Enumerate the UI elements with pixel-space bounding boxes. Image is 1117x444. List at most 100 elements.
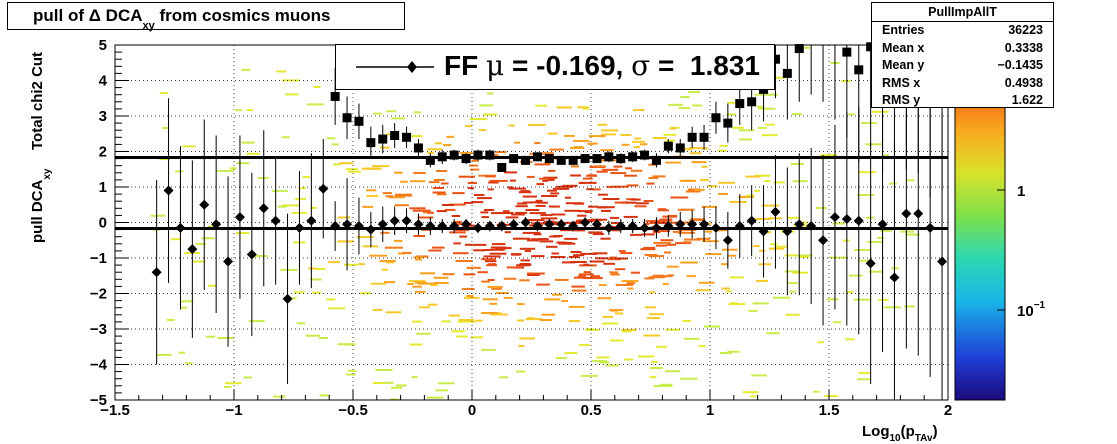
heatmap-cell — [748, 309, 758, 312]
heatmap-cell — [653, 241, 672, 244]
data-point-diamond — [603, 222, 614, 233]
heatmap-cell — [858, 259, 870, 262]
data-point-diamond — [199, 199, 210, 210]
heatmap-cell — [904, 305, 915, 308]
title-box: pull of Δ DCAxy from cosmics muons — [7, 2, 405, 32]
data-point-diamond — [461, 219, 472, 230]
heatmap-cell — [490, 313, 508, 316]
stats-label: Mean y — [882, 58, 925, 72]
heatmap-cell — [525, 209, 540, 211]
heatmap-cell — [273, 395, 286, 398]
heatmap-cell — [506, 266, 522, 269]
heatmap-cell — [489, 252, 507, 255]
heatmap-cell — [729, 201, 747, 203]
heatmap-cell — [718, 181, 735, 184]
heatmap-cell — [889, 182, 897, 185]
heatmap-cell — [573, 139, 590, 142]
heatmap-cell — [586, 328, 594, 331]
y-axis-title: pull DCAxy — [29, 168, 53, 243]
stats-row: RMS x 0.4938 — [872, 75, 1053, 93]
heatmap-cell — [419, 306, 430, 309]
data-point-square — [437, 152, 447, 162]
x-tick-label: −1 — [225, 402, 242, 419]
stats-label: Entries — [882, 23, 925, 37]
heatmap-cell — [459, 235, 468, 238]
heatmap-cell — [394, 239, 403, 242]
heatmap-cell — [276, 70, 287, 73]
heatmap-cell — [648, 291, 656, 294]
heatmap-cell — [546, 245, 558, 248]
heatmap-cell — [432, 187, 444, 189]
heatmap-cell — [548, 178, 555, 181]
heatmap-cell — [366, 195, 379, 198]
heatmap-cell — [613, 165, 623, 168]
heatmap-cell — [481, 348, 496, 351]
y-axis-title-main: pull DCA — [29, 180, 46, 243]
heatmap-cell — [614, 312, 623, 315]
heatmap-cell — [861, 122, 877, 125]
heatmap-cell — [686, 275, 697, 278]
heatmap-cell — [788, 282, 798, 285]
heatmap-cell — [412, 285, 422, 288]
heatmap-cell — [627, 287, 634, 290]
heatmap-cell — [443, 144, 452, 147]
heatmap-cell — [473, 194, 485, 196]
heatmap-cell — [599, 206, 615, 209]
heatmap-cell — [436, 193, 447, 196]
heatmap-cell — [385, 261, 395, 264]
heatmap-cell — [281, 136, 290, 139]
data-point-diamond — [580, 217, 591, 228]
heatmap-cell — [727, 254, 737, 257]
heatmap-cell — [657, 208, 667, 211]
heatmap-cell — [592, 233, 605, 236]
heatmap-cell — [372, 308, 383, 311]
heatmap-cell — [464, 243, 473, 246]
heatmap-cell — [535, 199, 543, 202]
heatmap-cell — [757, 126, 767, 129]
heatmap-cell — [663, 133, 677, 136]
heatmap-cell — [679, 377, 698, 380]
heatmap-cell — [666, 265, 679, 268]
heatmap-cell — [699, 281, 715, 284]
data-point-diamond — [687, 219, 698, 230]
heatmap-cell — [865, 143, 882, 146]
heatmap-cell — [688, 147, 706, 150]
heatmap-cell — [756, 279, 768, 282]
heatmap-cell — [577, 275, 586, 278]
heatmap-cell — [491, 154, 499, 157]
y-tick-label: 4 — [99, 73, 108, 90]
data-point-diamond — [318, 183, 329, 194]
heatmap-cell — [337, 216, 350, 219]
heatmap-cell — [391, 117, 406, 120]
heatmap-cell — [552, 187, 570, 190]
heatmap-cell — [634, 137, 641, 140]
heatmap-cell — [579, 343, 590, 346]
heatmap-cell — [614, 268, 626, 271]
heatmap-cell — [530, 201, 542, 204]
data-point-square — [402, 132, 412, 142]
heatmap-cell — [727, 350, 740, 353]
data-point-square — [782, 68, 792, 78]
heatmap-cell — [442, 273, 455, 276]
heatmap-cell — [409, 343, 423, 346]
heatmap-cell — [579, 181, 597, 184]
heatmap-cell — [664, 370, 681, 373]
heatmap-cell — [555, 278, 569, 281]
data-point-diamond — [294, 222, 305, 233]
heatmap-cell — [588, 231, 603, 234]
heatmap-cell — [555, 357, 568, 360]
heatmap-cell — [504, 231, 511, 234]
heatmap-cell — [707, 185, 718, 188]
heatmap-cell — [761, 134, 778, 137]
heatmap-cell — [490, 212, 504, 215]
data-point-diamond — [829, 212, 840, 223]
y-tick-label: 3 — [99, 108, 107, 125]
x-tick-label: 2 — [944, 402, 952, 419]
heatmap-cell — [571, 285, 585, 288]
heatmap-cell — [602, 322, 619, 325]
heatmap-cell — [539, 177, 555, 180]
data-point-diamond — [330, 221, 341, 232]
heatmap-cell — [580, 252, 598, 255]
heatmap-cell — [648, 255, 665, 258]
heatmap-cell — [597, 297, 612, 300]
